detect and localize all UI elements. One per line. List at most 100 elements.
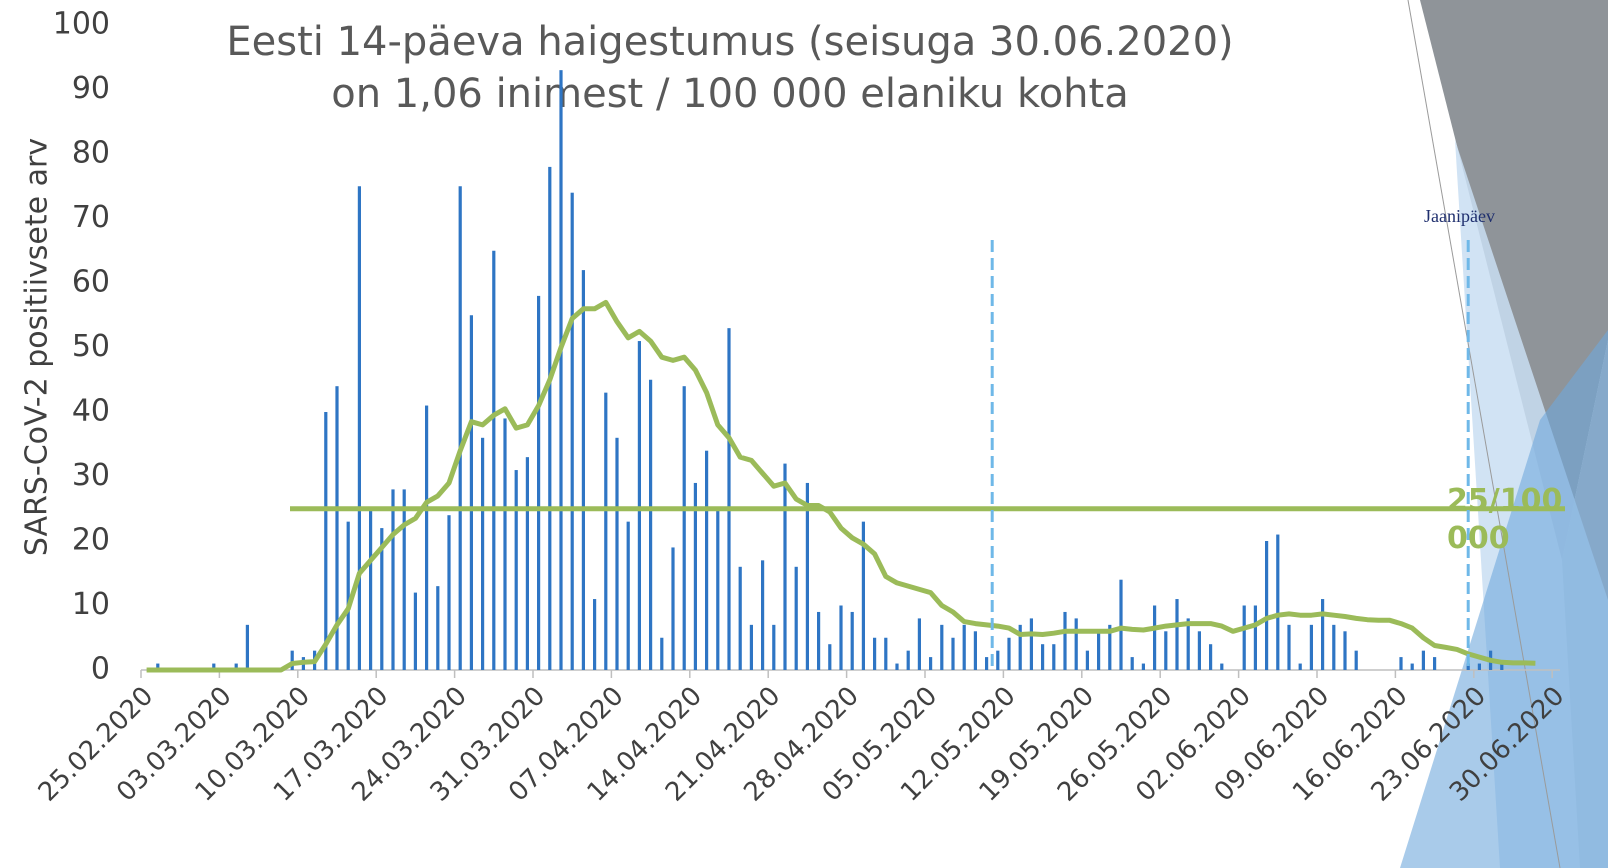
bar — [593, 599, 596, 670]
chart-title: Eesti 14-päeva haigestumus (seisuga 30.0… — [226, 19, 1233, 65]
bar — [1478, 664, 1481, 670]
bar — [391, 489, 394, 670]
bar — [582, 270, 585, 670]
bar — [436, 586, 439, 670]
bar — [671, 547, 674, 670]
y-tick-label: 80 — [72, 136, 110, 171]
y-tick-label: 60 — [72, 265, 110, 300]
bar — [918, 618, 921, 670]
y-tick-label: 100 — [53, 7, 110, 42]
bar — [1343, 631, 1346, 670]
bar — [1063, 612, 1066, 670]
bar — [246, 625, 249, 670]
bar — [1052, 644, 1055, 670]
bar — [627, 522, 630, 670]
bar — [358, 186, 361, 670]
bar — [1041, 644, 1044, 670]
y-tick-label: 30 — [72, 458, 110, 493]
bar — [1265, 541, 1268, 670]
bar — [1086, 651, 1089, 670]
bar — [571, 193, 574, 670]
bar — [907, 651, 910, 670]
y-axis-label: SARS-CoV-2 positiivsete arv — [20, 138, 55, 556]
bar — [1198, 631, 1201, 670]
bar — [1097, 631, 1100, 670]
bar — [716, 509, 719, 670]
bar — [795, 567, 798, 670]
bar — [660, 638, 663, 670]
y-tick-label: 90 — [72, 71, 110, 106]
bar — [1119, 580, 1122, 670]
bar — [1142, 664, 1145, 670]
bar — [403, 489, 406, 670]
bar — [615, 438, 618, 670]
bar — [783, 464, 786, 670]
bar — [1332, 625, 1335, 670]
bar — [884, 638, 887, 670]
y-tick-label: 50 — [72, 329, 110, 364]
bar — [604, 393, 607, 670]
bar — [369, 509, 372, 670]
bar — [1433, 657, 1436, 670]
bar — [940, 625, 943, 670]
threshold-label: 25/100 000 — [1447, 482, 1572, 558]
bar — [1355, 651, 1358, 670]
bar — [750, 625, 753, 670]
bar — [548, 167, 551, 670]
bar — [459, 186, 462, 670]
bar — [1153, 606, 1156, 671]
bar — [347, 522, 350, 670]
bar — [817, 612, 820, 670]
bar — [1164, 631, 1167, 670]
bar — [537, 296, 540, 670]
bar — [705, 451, 708, 670]
bar — [761, 560, 764, 670]
bar — [492, 251, 495, 670]
bar — [414, 593, 417, 670]
bar — [963, 625, 966, 670]
bar — [839, 606, 842, 671]
bar — [739, 567, 742, 670]
bar — [324, 412, 327, 670]
bar — [828, 644, 831, 670]
y-tick-label: 10 — [72, 587, 110, 622]
bar — [1422, 651, 1425, 670]
bar — [996, 651, 999, 670]
bar — [1175, 599, 1178, 670]
bar — [1411, 664, 1414, 670]
bar — [1220, 664, 1223, 670]
bar — [1075, 618, 1078, 670]
bar — [683, 386, 686, 670]
y-tick-label: 40 — [72, 394, 110, 429]
annotation: Jaanipäev — [1424, 206, 1495, 226]
bar — [895, 664, 898, 670]
bar — [851, 612, 854, 670]
bar — [447, 515, 450, 670]
bar — [974, 631, 977, 670]
bar — [1007, 638, 1010, 670]
bar — [1310, 625, 1313, 670]
bar — [1399, 657, 1402, 670]
bar — [638, 341, 641, 670]
bar — [559, 70, 562, 670]
bar — [727, 328, 730, 670]
bar — [1321, 599, 1324, 670]
chart: Eesti 14-päeva haigestumus (seisuga 30.0… — [0, 0, 1608, 868]
chart-title: on 1,06 inimest / 100 000 elaniku kohta — [331, 71, 1128, 117]
bar — [649, 380, 652, 670]
bar — [1209, 644, 1212, 670]
bar — [425, 406, 428, 670]
bar — [985, 657, 988, 670]
bar — [526, 457, 529, 670]
bar — [515, 470, 518, 670]
bar — [873, 638, 876, 670]
bar — [1030, 618, 1033, 670]
bar — [772, 625, 775, 670]
bar — [291, 651, 294, 670]
page: Eesti 14-päeva haigestumus (seisuga 30.0… — [0, 0, 1608, 868]
bar — [929, 657, 932, 670]
bar — [1299, 664, 1302, 670]
bar — [1276, 535, 1279, 670]
bar — [503, 418, 506, 670]
bar — [1243, 606, 1246, 671]
